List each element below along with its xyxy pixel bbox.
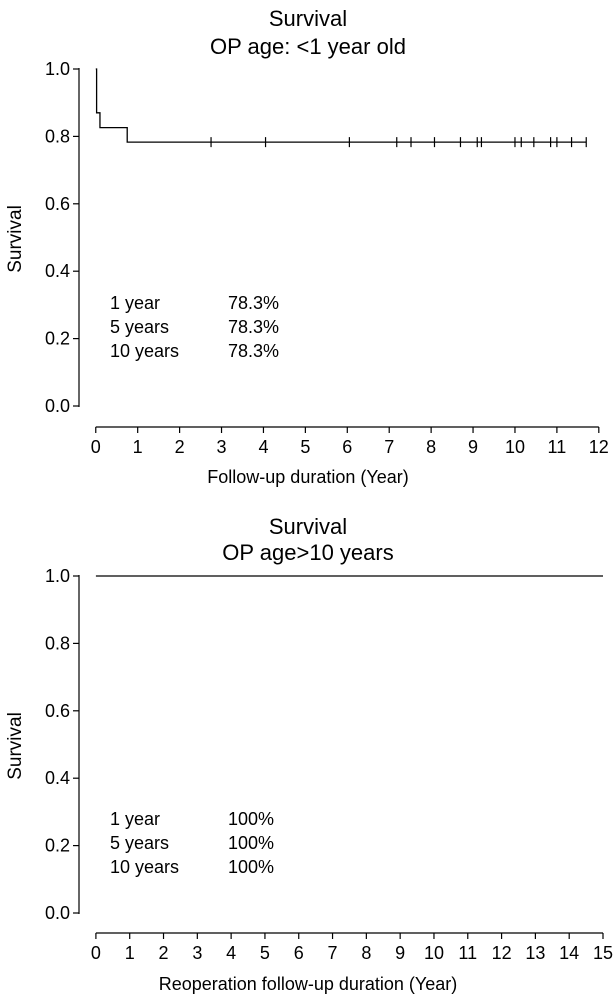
y-tick-label: 0.8 (45, 126, 70, 146)
survival-row-label: 1 year (110, 809, 161, 829)
survival-table: 1 year 100% 5 years 100% 10 years 100% (110, 807, 274, 879)
chart-subtitle: OP age: <1 year old (210, 34, 406, 59)
x-tick-label: 14 (559, 943, 579, 963)
y-tick-label: 0.8 (45, 633, 70, 653)
x-tick-label: 10 (424, 943, 444, 963)
survival-row-label: 5 years (110, 833, 170, 853)
survival-row-label: 10 years (110, 857, 180, 877)
x-tick-label: 6 (342, 437, 352, 457)
survival-row-value: 78.3% (228, 293, 280, 313)
survival-row: 1 year 100% (110, 807, 274, 831)
x-tick-label: 9 (395, 943, 405, 963)
chart-panel-bottom: Survival OP age>10 years Survival 0.0 0.2… (0, 508, 616, 999)
y-tick-label: 1.0 (45, 59, 70, 79)
x-axis-label: Reoperation follow-up duration (Year) (158, 974, 458, 994)
survival-row: 10 years 78.3% (110, 339, 279, 363)
survival-row-label: 5 years (110, 317, 170, 337)
survival-row-value: 100% (228, 833, 275, 853)
survival-table: 1 year 78.3% 5 years 78.3% 10 years 78.3% (110, 291, 279, 363)
x-tick-label: 3 (217, 437, 227, 457)
y-tick-label: 0.4 (45, 768, 70, 788)
x-tick-label: 5 (260, 943, 270, 963)
survival-row-value: 78.3% (228, 341, 280, 361)
x-tick-label: 2 (159, 943, 169, 963)
x-tick-label: 9 (468, 437, 478, 457)
survival-row: 10 years 100% (110, 855, 274, 879)
x-tick-label: 8 (361, 943, 371, 963)
survival-row-label: 10 years (110, 341, 180, 361)
chart-subtitle: OP age>10 years (222, 540, 394, 565)
survival-row: 5 years 78.3% (110, 315, 279, 339)
x-tick-label: 8 (426, 437, 436, 457)
x-tick-label: 13 (525, 943, 545, 963)
x-tick-label: 3 (192, 943, 202, 963)
x-axis-label: Follow-up duration (Year) (207, 467, 409, 487)
x-tick-label: 0 (91, 943, 101, 963)
survival-row: 5 years 100% (110, 831, 274, 855)
x-tick-label: 4 (226, 943, 236, 963)
chart-title: Survival (268, 6, 348, 31)
y-tick-label: 1.0 (45, 566, 70, 586)
survival-row-label: 1 year (110, 293, 161, 313)
survival-row-value: 100% (228, 857, 275, 877)
chart-plot-top: 0.00.20.40.60.81.00 1 2 3 4 5 6 7 8 9 10 11 12 (45, 59, 609, 457)
survival-row: 1 year 78.3% (110, 291, 279, 315)
y-tick-label: 0.6 (45, 701, 70, 721)
x-tick-label: 11 (548, 437, 567, 457)
y-tick-label: 0.4 (45, 261, 70, 281)
survival-curve (95, 68, 587, 143)
x-tick-label: 6 (294, 943, 304, 963)
x-tick-label: 0 (91, 437, 101, 457)
x-tick-label: 15 (593, 943, 613, 963)
x-tick-label: 7 (328, 943, 338, 963)
x-tick-label: 12 (492, 943, 512, 963)
x-tick-label: 4 (258, 437, 268, 457)
chart-plot-bottom: 0.00.20.40.60.81.00 1 2 3 4 5 6 7 8 9 10 11 12 13 14 15 (45, 566, 613, 963)
x-tick-label: 2 (175, 437, 185, 457)
chart-panel-top: Survival OP age: <1 year old Survival 0.… (5, 6, 609, 487)
y-tick-label: 0.2 (45, 329, 70, 349)
x-tick-label: 1 (133, 437, 143, 457)
x-tick-label: 1 (125, 943, 135, 963)
y-tick-label: 0.0 (45, 396, 70, 416)
x-tick-label: 10 (505, 437, 525, 457)
survival-row-value: 78.3% (228, 317, 280, 337)
y-tick-label: 0.2 (45, 836, 70, 856)
y-tick-label: 0.0 (45, 903, 70, 923)
x-tick-label: 11 (458, 943, 477, 963)
survival-row-value: 100% (228, 809, 275, 829)
chart-title: Survival (268, 514, 348, 539)
y-tick-label: 0.6 (45, 194, 70, 214)
x-tick-label: 5 (300, 437, 310, 457)
x-tick-label: 12 (589, 437, 609, 457)
x-tick-label: 7 (384, 437, 394, 457)
